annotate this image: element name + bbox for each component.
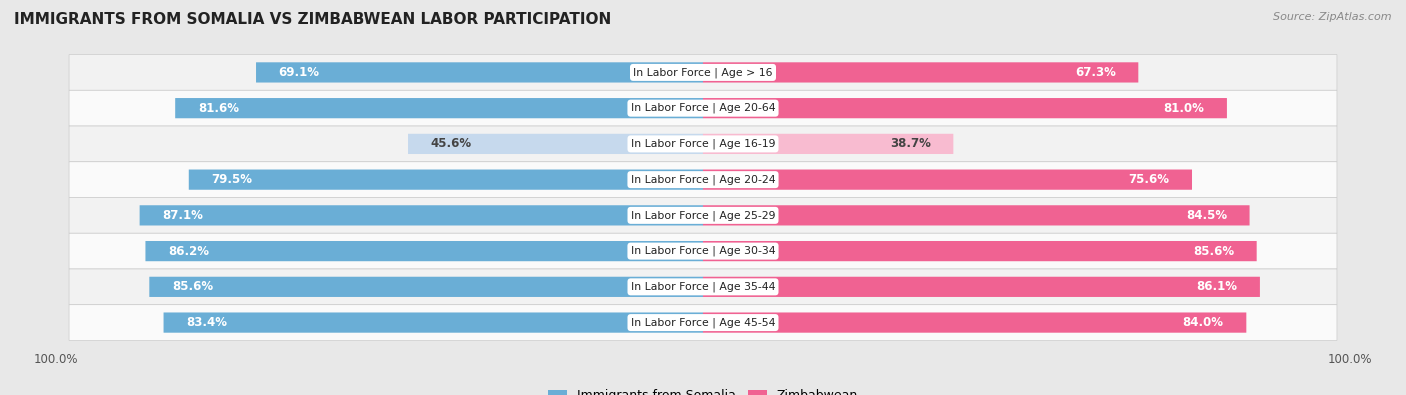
FancyBboxPatch shape — [703, 134, 953, 154]
FancyBboxPatch shape — [69, 305, 1337, 340]
Text: In Labor Force | Age > 16: In Labor Force | Age > 16 — [633, 67, 773, 78]
FancyBboxPatch shape — [145, 241, 703, 261]
Text: In Labor Force | Age 35-44: In Labor Force | Age 35-44 — [631, 282, 775, 292]
FancyBboxPatch shape — [69, 198, 1337, 233]
FancyBboxPatch shape — [139, 205, 703, 226]
Legend: Immigrants from Somalia, Zimbabwean: Immigrants from Somalia, Zimbabwean — [543, 384, 863, 395]
FancyBboxPatch shape — [69, 162, 1337, 198]
Text: In Labor Force | Age 16-19: In Labor Force | Age 16-19 — [631, 139, 775, 149]
Text: 75.6%: 75.6% — [1128, 173, 1170, 186]
Text: 38.7%: 38.7% — [890, 137, 931, 150]
FancyBboxPatch shape — [69, 269, 1337, 305]
FancyBboxPatch shape — [703, 98, 1227, 118]
Text: 81.6%: 81.6% — [198, 102, 239, 115]
FancyBboxPatch shape — [703, 205, 1250, 226]
FancyBboxPatch shape — [69, 90, 1337, 126]
Text: 86.1%: 86.1% — [1197, 280, 1237, 293]
Text: 79.5%: 79.5% — [211, 173, 253, 186]
FancyBboxPatch shape — [149, 277, 703, 297]
Text: 85.6%: 85.6% — [172, 280, 214, 293]
FancyBboxPatch shape — [703, 312, 1246, 333]
Text: 45.6%: 45.6% — [430, 137, 472, 150]
Text: In Labor Force | Age 25-29: In Labor Force | Age 25-29 — [631, 210, 775, 221]
Text: 84.5%: 84.5% — [1185, 209, 1227, 222]
Text: 86.2%: 86.2% — [169, 245, 209, 258]
Text: 84.0%: 84.0% — [1182, 316, 1223, 329]
FancyBboxPatch shape — [703, 277, 1260, 297]
FancyBboxPatch shape — [176, 98, 703, 118]
Text: 83.4%: 83.4% — [186, 316, 228, 329]
FancyBboxPatch shape — [703, 241, 1257, 261]
FancyBboxPatch shape — [69, 233, 1337, 269]
FancyBboxPatch shape — [408, 134, 703, 154]
Text: In Labor Force | Age 45-54: In Labor Force | Age 45-54 — [631, 317, 775, 328]
FancyBboxPatch shape — [163, 312, 703, 333]
FancyBboxPatch shape — [256, 62, 703, 83]
FancyBboxPatch shape — [188, 169, 703, 190]
Text: In Labor Force | Age 20-64: In Labor Force | Age 20-64 — [631, 103, 775, 113]
Text: IMMIGRANTS FROM SOMALIA VS ZIMBABWEAN LABOR PARTICIPATION: IMMIGRANTS FROM SOMALIA VS ZIMBABWEAN LA… — [14, 12, 612, 27]
Text: 81.0%: 81.0% — [1163, 102, 1204, 115]
FancyBboxPatch shape — [69, 55, 1337, 90]
Text: 85.6%: 85.6% — [1192, 245, 1234, 258]
Text: Source: ZipAtlas.com: Source: ZipAtlas.com — [1274, 12, 1392, 22]
Text: 69.1%: 69.1% — [278, 66, 319, 79]
Text: In Labor Force | Age 20-24: In Labor Force | Age 20-24 — [631, 174, 775, 185]
Text: 87.1%: 87.1% — [162, 209, 204, 222]
FancyBboxPatch shape — [703, 62, 1139, 83]
Text: In Labor Force | Age 30-34: In Labor Force | Age 30-34 — [631, 246, 775, 256]
Text: 67.3%: 67.3% — [1074, 66, 1115, 79]
FancyBboxPatch shape — [69, 126, 1337, 162]
FancyBboxPatch shape — [703, 169, 1192, 190]
